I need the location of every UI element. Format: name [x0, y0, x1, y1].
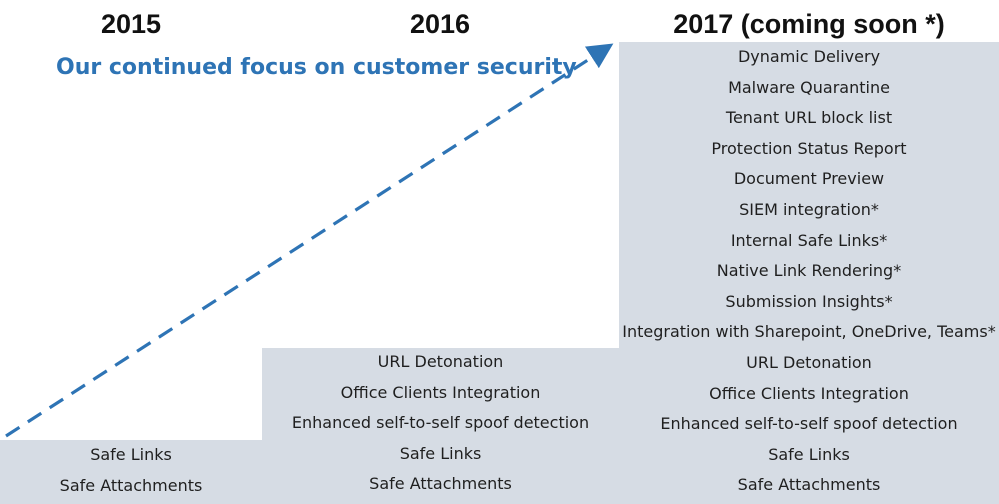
list-item: Dynamic Delivery [737, 47, 881, 66]
year-2016-heading: 2016 [409, 9, 471, 39]
list-item: Internal Safe Links* [730, 230, 888, 250]
list-item: URL Detonation [746, 353, 872, 372]
list-item: Safe Links [399, 443, 482, 463]
column-2017-block: Dynamic Delivery Malware Quarantine Tena… [619, 42, 999, 504]
list-item: Enhanced self-to-self spoof detection [660, 414, 958, 434]
list-item: Safe Links [90, 445, 172, 464]
list-item: Safe Attachments [369, 474, 512, 494]
list-item: Submission Insights* [725, 291, 893, 311]
list-item: Safe Attachments [737, 475, 881, 495]
column-2015-block: Safe Links Safe Attachments [0, 440, 262, 504]
list-item: Safe Links [768, 444, 850, 464]
list-item: Malware Quarantine [728, 77, 890, 97]
list-item: Tenant URL block list [725, 108, 893, 128]
list-item: Document Preview [733, 169, 885, 189]
year-2017-heading: 2017 (coming soon *) [673, 9, 945, 39]
list-item: URL Detonation [377, 352, 504, 371]
list-item: Office Clients Integration [340, 382, 541, 402]
list-item: Protection Status Report [711, 138, 907, 158]
list-item: Integration with Sharepoint, OneDrive, T… [622, 322, 996, 342]
headline-text: Our continued focus on customer security [56, 55, 577, 80]
list-item: Enhanced self-to-self spoof detection [291, 413, 590, 433]
list-item: Office Clients Integration [709, 383, 909, 403]
year-2015-heading: 2015 [100, 9, 162, 39]
column-2016-block: URL Detonation Office Clients Integratio… [262, 348, 619, 504]
list-item: SIEM integration* [739, 200, 879, 219]
list-item: Safe Attachments [59, 475, 203, 495]
list-item: Native Link Rendering* [716, 261, 902, 281]
